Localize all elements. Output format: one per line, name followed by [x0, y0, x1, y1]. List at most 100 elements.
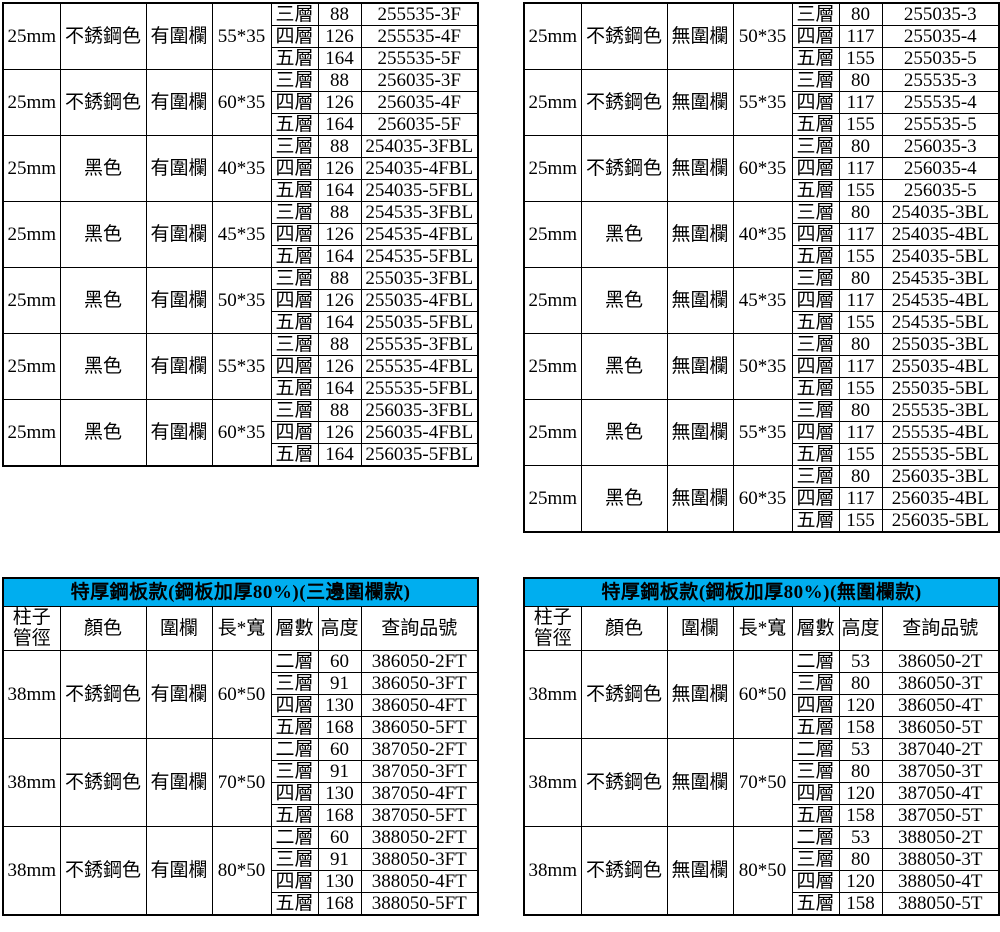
height-cell: 155	[838, 47, 883, 70]
height-cell: 164	[317, 245, 362, 268]
tier-cell: 二層	[270, 825, 319, 849]
tier-cell: 三層	[270, 201, 319, 224]
column-header: 查詢品號	[360, 605, 479, 651]
tier-cell: 四層	[791, 487, 840, 510]
diameter-cell: 25mm	[2, 333, 61, 400]
code-cell: 254035-3FBL	[360, 135, 479, 158]
height-cell: 91	[317, 671, 362, 695]
code-cell: 388050-5T	[881, 891, 1000, 915]
table-row: 三層 91 388050-3FT	[3, 847, 479, 871]
table-row: 四層 117 254035-4BL	[524, 223, 1000, 246]
height-cell: 80	[838, 267, 883, 290]
diameter-cell: 25mm	[523, 267, 582, 334]
code-cell: 254035-5FBL	[360, 179, 479, 202]
table-row: 四層 126 254035-4FBL	[3, 157, 479, 180]
color-cell: 不銹鋼色	[580, 737, 668, 827]
code-cell: 254035-5BL	[881, 245, 1000, 268]
tier-cell: 四層	[270, 223, 319, 246]
title-row: 特厚鋼板款(鋼板加厚80%)(無圍欄款)	[523, 577, 1000, 607]
height-cell: 80	[838, 2, 883, 26]
table-row: 25mm 不銹鋼色 有圍欄 60*35 三層 88 256035-3F	[2, 69, 479, 136]
height-cell: 155	[838, 311, 883, 334]
code-cell: 388050-2FT	[360, 825, 479, 849]
height-cell: 120	[838, 869, 883, 893]
column-header: 高度	[838, 605, 883, 651]
spec-table: 25mm 不銹鋼色 有圍欄 55*35 三層 88 255535-3F 四層 126 255535…	[2, 2, 479, 467]
code-cell: 256035-5F	[360, 113, 479, 136]
code-cell: 256035-5	[881, 179, 1000, 202]
diameter-cell: 38mm	[523, 649, 582, 739]
height-cell: 91	[317, 847, 362, 871]
height-cell: 126	[317, 289, 362, 312]
code-cell: 255035-4BL	[881, 355, 1000, 378]
fence-cell: 無圍欄	[666, 2, 734, 70]
size-cell: 50*35	[211, 267, 272, 334]
size-cell: 50*35	[732, 333, 793, 400]
color-cell: 黑色	[580, 333, 668, 400]
table-row: 25mm 不銹鋼色 有圍欄 55*35 三層 88 255535-3F	[2, 2, 479, 70]
code-cell: 254035-4BL	[881, 223, 1000, 246]
size-cell: 60*50	[211, 649, 272, 739]
tier-cell: 三層	[791, 333, 840, 356]
code-cell: 388050-4T	[881, 869, 1000, 893]
table-row: 五層 164 254035-5FBL	[3, 179, 479, 202]
tier-cell: 五層	[791, 443, 840, 466]
color-cell: 不銹鋼色	[59, 825, 147, 915]
height-cell: 80	[838, 135, 883, 158]
height-cell: 168	[317, 891, 362, 915]
tier-cell: 三層	[791, 135, 840, 158]
tier-cell: 四層	[270, 355, 319, 378]
height-cell: 158	[838, 803, 883, 827]
code-cell: 254535-3BL	[881, 267, 1000, 290]
height-cell: 117	[838, 223, 883, 246]
height-cell: 155	[838, 509, 883, 533]
table-row: 五層 158 386050-5T	[524, 715, 1000, 739]
product-table-25mm-unfenced: 25mm 不銹鋼色 無圍欄 50*35 三層 80 255035-3 四層 117 255035-…	[523, 2, 1000, 533]
table-row: 四層 126 255535-4FBL	[3, 355, 479, 378]
tier-cell: 五層	[791, 891, 840, 915]
code-cell: 254535-5FBL	[360, 245, 479, 268]
tier-cell: 三層	[270, 135, 319, 158]
code-cell: 256035-3F	[360, 69, 479, 92]
tier-cell: 三層	[791, 399, 840, 422]
table-row: 四層 117 254535-4BL	[524, 289, 1000, 312]
code-cell: 386050-4T	[881, 693, 1000, 717]
code-cell: 256035-3	[881, 135, 1000, 158]
table-row: 五層 155 256035-5	[524, 179, 1000, 202]
tier-cell: 五層	[270, 803, 319, 827]
tier-cell: 五層	[791, 179, 840, 202]
tier-cell: 四層	[791, 781, 840, 805]
tier-cell: 三層	[270, 333, 319, 356]
code-cell: 256035-5BL	[881, 509, 1000, 533]
diameter-cell: 25mm	[2, 267, 61, 334]
tier-cell: 三層	[791, 759, 840, 783]
tier-cell: 二層	[270, 737, 319, 761]
column-header: 長*寬	[732, 605, 793, 651]
height-cell: 80	[838, 671, 883, 695]
color-cell: 黑色	[59, 267, 147, 334]
size-cell: 60*35	[732, 135, 793, 202]
code-cell: 386050-5T	[881, 715, 1000, 739]
code-cell: 254535-3FBL	[360, 201, 479, 224]
size-cell: 50*35	[732, 2, 793, 70]
height-cell: 117	[838, 355, 883, 378]
code-cell: 255535-3BL	[881, 399, 1000, 422]
height-cell: 155	[838, 179, 883, 202]
fence-cell: 無圍欄	[666, 825, 734, 915]
code-cell: 256035-4FBL	[360, 421, 479, 444]
title-row: 特厚鋼板款(鋼板加厚80%)(三邊圍欄款)	[2, 577, 479, 607]
product-table-25mm-fenced: 25mm 不銹鋼色 有圍欄 55*35 三層 88 255535-3F 四層 126 255535…	[2, 2, 479, 467]
height-cell: 164	[317, 377, 362, 400]
table-row: 四層 126 255035-4FBL	[3, 289, 479, 312]
table-row: 五層 155 255035-5BL	[524, 377, 1000, 400]
size-cell: 55*35	[732, 399, 793, 466]
height-cell: 53	[838, 825, 883, 849]
code-cell: 386050-2FT	[360, 649, 479, 673]
diameter-cell: 25mm	[523, 2, 582, 70]
diameter-cell: 25mm	[523, 69, 582, 136]
size-cell: 45*35	[732, 267, 793, 334]
code-cell: 388050-2T	[881, 825, 1000, 849]
table-row: 三層 91 386050-3FT	[3, 671, 479, 695]
column-header: 柱子 管徑	[2, 605, 61, 651]
size-cell: 55*35	[732, 69, 793, 136]
